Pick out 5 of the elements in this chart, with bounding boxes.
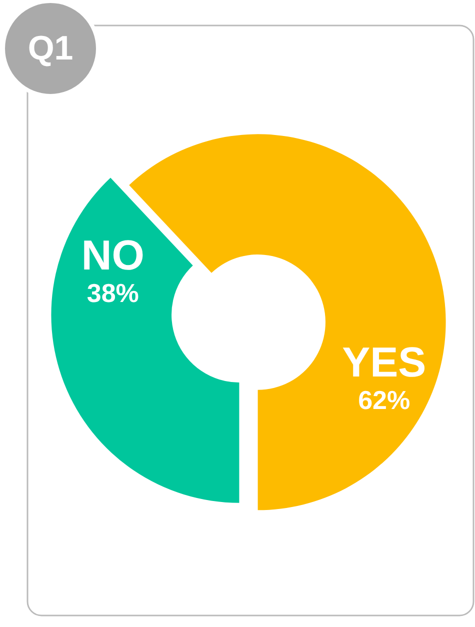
data-label: 62% (358, 385, 410, 416)
slice-label: NO (81, 231, 144, 278)
slice-label: YES (342, 338, 426, 386)
chart-title: Q1 (28, 30, 74, 68)
data-label: 38% (86, 278, 139, 308)
